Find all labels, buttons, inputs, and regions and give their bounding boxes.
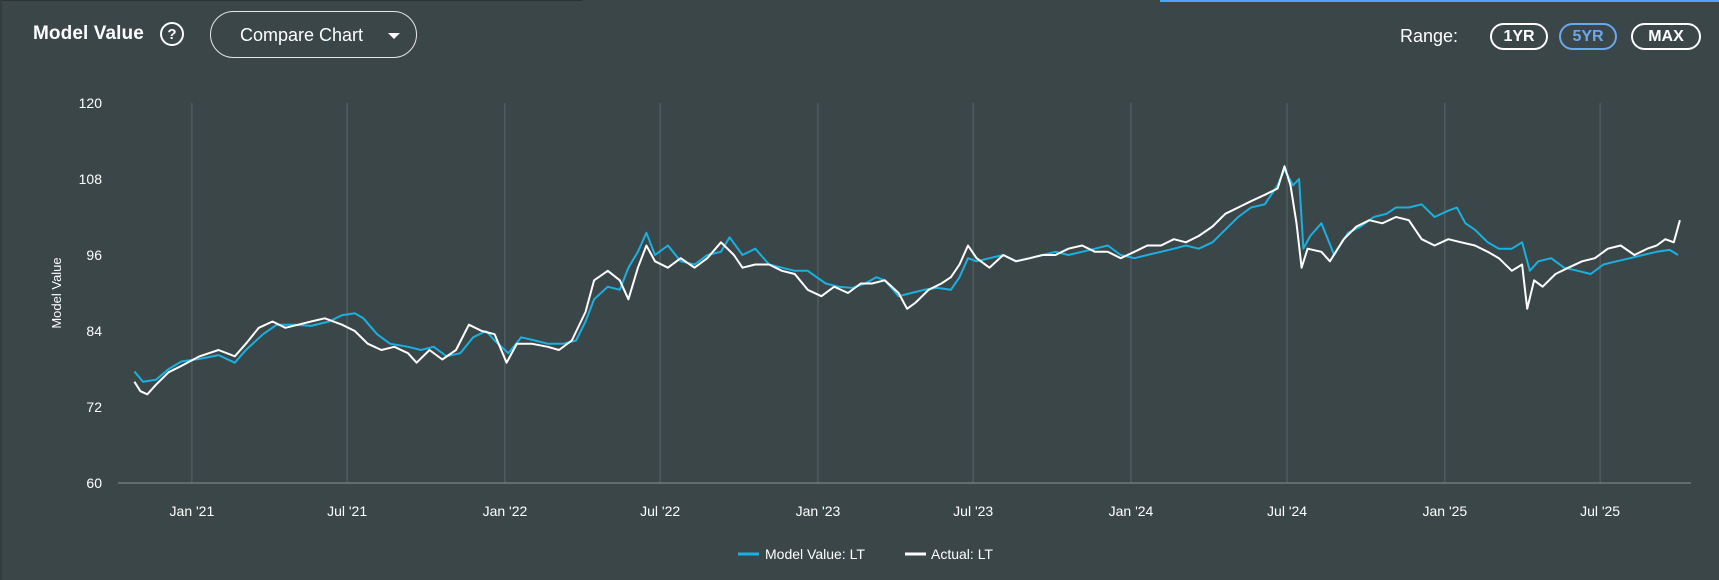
series-lines bbox=[133, 165, 1681, 396]
x-tick-label: Jul '23 bbox=[953, 503, 993, 519]
x-tick-label: Jan '25 bbox=[1423, 503, 1468, 519]
chart-header: Model Value ? Compare Chart Range: 1YR 5… bbox=[0, 0, 1719, 72]
legend: Model Value: LT Actual: LT bbox=[738, 546, 993, 562]
y-tick-label: 108 bbox=[79, 171, 103, 187]
legend-label-model[interactable]: Model Value: LT bbox=[765, 546, 865, 562]
x-tick-label: Jul '25 bbox=[1580, 503, 1620, 519]
x-tick-label: Jul '21 bbox=[327, 503, 367, 519]
compare-chart-button[interactable]: Compare Chart bbox=[210, 11, 417, 58]
y-tick-label: 96 bbox=[86, 247, 102, 263]
x-tick-label: Jan '23 bbox=[796, 503, 841, 519]
legend-label-actual[interactable]: Actual: LT bbox=[931, 546, 993, 562]
x-tick-label: Jul '22 bbox=[640, 503, 680, 519]
range-5yr-button[interactable]: 5YR bbox=[1559, 23, 1617, 50]
left-border bbox=[0, 0, 2, 580]
x-tick-label: Jan '24 bbox=[1109, 503, 1154, 519]
y-tick-labels: 60 72 84 96 108 120 bbox=[79, 95, 103, 491]
range-max-button[interactable]: MAX bbox=[1631, 23, 1701, 50]
top-accent-border bbox=[1160, 0, 1719, 2]
y-tick-label: 60 bbox=[86, 475, 102, 491]
series-line-model bbox=[133, 168, 1679, 383]
top-border bbox=[0, 0, 582, 1]
help-icon[interactable]: ? bbox=[160, 22, 184, 46]
x-tick-label: Jan '21 bbox=[170, 503, 215, 519]
y-axis-title: Model Value bbox=[49, 257, 64, 328]
compare-chart-label: Compare Chart bbox=[240, 25, 364, 45]
x-tick-label: Jan '22 bbox=[483, 503, 528, 519]
x-tick-labels: Jan '21 Jul '21 Jan '22 Jul '22 Jan '23 Jul '… bbox=[170, 503, 1621, 519]
series-line-actual bbox=[133, 165, 1681, 396]
y-tick-label: 120 bbox=[79, 95, 103, 111]
chevron-down-icon bbox=[388, 33, 400, 39]
page-title: Model Value bbox=[33, 23, 144, 44]
range-1yr-button[interactable]: 1YR bbox=[1490, 23, 1548, 50]
range-label: Range: bbox=[1400, 26, 1459, 46]
y-tick-label: 84 bbox=[86, 323, 102, 339]
x-tick-label: Jul '24 bbox=[1267, 503, 1307, 519]
y-tick-label: 72 bbox=[86, 399, 102, 415]
grid-lines bbox=[191, 103, 1601, 483]
